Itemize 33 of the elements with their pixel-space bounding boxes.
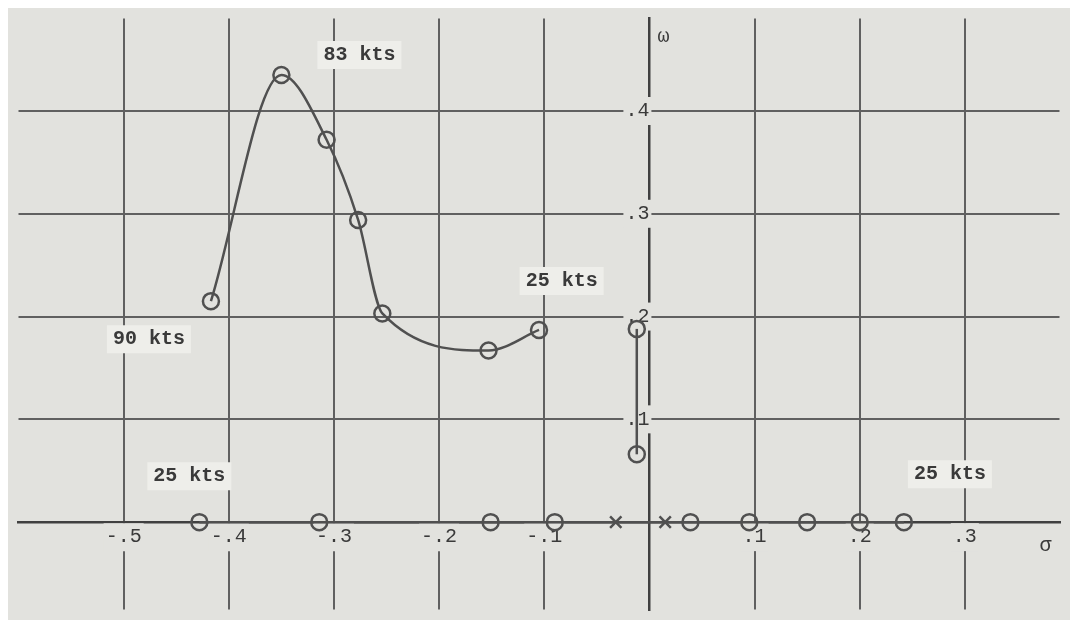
x-tick-label: .2 — [847, 525, 872, 549]
x-tick-label: -.5 — [105, 525, 142, 549]
point — [348, 210, 368, 230]
annotation: 25 kts — [913, 462, 986, 486]
point — [608, 515, 623, 530]
annotation: 25 kts — [525, 268, 598, 292]
point — [317, 130, 336, 150]
y-tick-label: .4 — [625, 99, 650, 123]
point — [190, 512, 209, 532]
point — [529, 320, 549, 340]
x-tick-label: .3 — [952, 525, 977, 549]
y-tick-label: .3 — [625, 202, 650, 226]
point — [681, 512, 700, 532]
x-tick-label: -.3 — [315, 525, 352, 549]
x-tick-label: -.4 — [210, 525, 247, 549]
y-tick-label: .2 — [625, 304, 650, 328]
x-tick-label: -.2 — [421, 525, 458, 549]
point — [545, 512, 565, 532]
y-axis-title: ω — [657, 24, 670, 48]
point — [272, 65, 291, 85]
point — [373, 304, 392, 323]
point — [797, 512, 817, 532]
point — [479, 341, 498, 360]
point — [627, 445, 647, 464]
x-axis-title: σ — [1039, 534, 1052, 558]
annotation: 90 kts — [112, 327, 185, 351]
annotation: 25 kts — [153, 464, 226, 488]
point — [658, 515, 673, 530]
point — [894, 512, 914, 532]
annotation: 83 kts — [323, 43, 396, 67]
x-tick-label: .1 — [742, 525, 767, 549]
point — [481, 512, 500, 532]
point — [201, 291, 221, 311]
